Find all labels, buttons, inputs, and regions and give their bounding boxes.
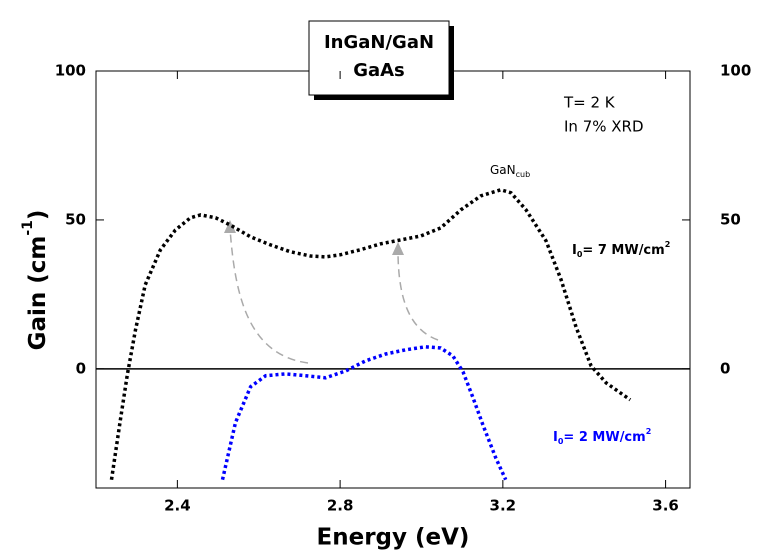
chart-title: GaAs bbox=[353, 60, 405, 81]
annotation-text: GaN bbox=[490, 163, 516, 177]
y-label-text: ) bbox=[25, 210, 51, 221]
chart-title: InGaN/GaN bbox=[324, 32, 434, 53]
x-tick-label: 3.6 bbox=[652, 497, 679, 515]
x-tick-label: 2.4 bbox=[164, 497, 191, 515]
data-curve bbox=[109, 187, 632, 480]
annotation-sub: 0 bbox=[577, 250, 583, 259]
y-tick-label: 100 bbox=[55, 62, 86, 80]
annotation: T= 2 K bbox=[563, 94, 616, 112]
x-tick-label: 2.8 bbox=[327, 497, 354, 515]
annotation-sub: cub bbox=[516, 170, 531, 179]
annotation-sub: 0 bbox=[558, 437, 564, 446]
y-tick-label: 100 bbox=[720, 62, 751, 80]
y-tick-label: 0 bbox=[76, 359, 86, 377]
annotation-text: = 7 MW/cm bbox=[582, 243, 664, 258]
y-axis-label: Gain (cm-1) bbox=[20, 210, 51, 351]
annotation-sup: 2 bbox=[646, 427, 652, 436]
y-tick-label: 50 bbox=[65, 210, 86, 228]
annotation: GaNcub bbox=[490, 163, 530, 179]
y-label-text: Gain (cm bbox=[25, 236, 51, 351]
x-tick-label: 3.2 bbox=[490, 497, 517, 515]
data-curve bbox=[220, 345, 508, 481]
arrowhead bbox=[392, 242, 404, 255]
y-tick-label: 0 bbox=[720, 359, 730, 377]
annotation: I0= 2 MW/cm2 bbox=[553, 427, 651, 446]
annotation-text: I bbox=[553, 430, 558, 445]
annotation: In 7% XRD bbox=[564, 118, 644, 136]
y-label-sup: -1 bbox=[20, 220, 36, 236]
arrow bbox=[229, 227, 309, 364]
annotation-text: = 2 MW/cm bbox=[563, 430, 645, 445]
annotation-text: I bbox=[572, 243, 577, 258]
annotation-sup: 2 bbox=[665, 240, 671, 249]
annotation: I0= 7 MW/cm2 bbox=[572, 240, 670, 259]
title-box bbox=[308, 20, 450, 96]
arrow bbox=[397, 249, 439, 341]
arrowhead bbox=[224, 220, 236, 233]
y-tick-label: 50 bbox=[720, 210, 741, 228]
x-axis-label: Energy (eV) bbox=[317, 525, 470, 551]
